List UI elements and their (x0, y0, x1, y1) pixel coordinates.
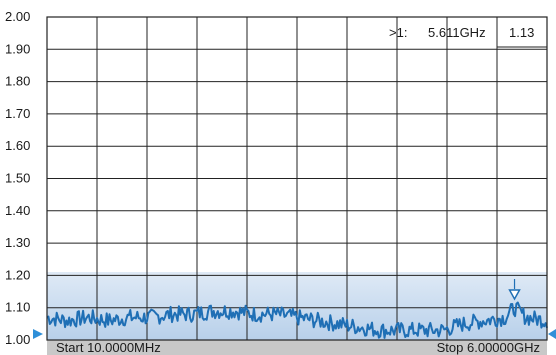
marker-triangle-icon[interactable] (508, 289, 521, 301)
y-tick-label: 1.30 (5, 235, 30, 250)
series-trace (46, 301, 548, 339)
reference-left-arrow-icon (33, 329, 43, 339)
y-tick-labels: 2.00 1.90 1.80 1.70 1.60 1.50 1.40 1.30 1.20 1.10… (5, 9, 30, 347)
y-tick-label: 1.60 (5, 138, 30, 153)
reference-right-arrow-icon (548, 329, 556, 339)
start-frequency-label: Start 10.0000MHz (56, 340, 161, 355)
stop-frequency-label: Stop 6.00000GHz (437, 340, 540, 355)
y-tick-label: 1.80 (5, 74, 30, 89)
y-tick-label: 1.10 (5, 300, 30, 315)
y-tick-label: 2.00 (5, 9, 30, 24)
plot-border (46, 16, 548, 341)
frequency-footer (47, 340, 547, 355)
y-tick-label: 1.20 (5, 267, 30, 282)
marker-readout: >1: 5.611GHz 1.13 (389, 17, 547, 48)
marker-value: 1.13 (509, 25, 534, 40)
y-tick-label: 1.40 (5, 203, 30, 218)
grid (47, 17, 547, 340)
y-tick-label: 1.70 (5, 106, 30, 121)
y-tick-label: 1.90 (5, 41, 30, 56)
y-tick-label: 1.00 (5, 332, 30, 347)
y-tick-label: 1.50 (5, 171, 30, 186)
marker-prefix: >1: (389, 25, 407, 40)
marker-1[interactable] (508, 279, 521, 301)
marker-frequency: 5.611GHz (428, 25, 486, 40)
